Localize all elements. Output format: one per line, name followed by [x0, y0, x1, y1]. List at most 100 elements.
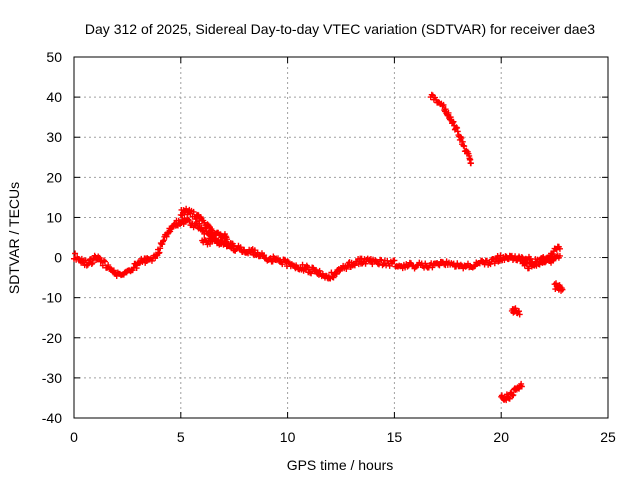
data-point — [328, 269, 335, 276]
data-point — [224, 236, 231, 243]
data-point — [351, 262, 358, 269]
data-point — [285, 259, 292, 266]
data-point — [110, 267, 117, 274]
data-point — [516, 308, 522, 315]
data-point — [190, 208, 197, 215]
series-7 — [551, 280, 566, 294]
data-points — [71, 91, 566, 404]
data-point — [422, 260, 429, 267]
data-point — [183, 205, 190, 212]
data-point — [556, 245, 563, 252]
data-point — [384, 257, 391, 264]
y-tick-label: 50 — [46, 49, 62, 65]
data-point — [307, 269, 314, 276]
series-6 — [498, 380, 525, 404]
data-point — [308, 270, 315, 277]
data-point — [454, 260, 461, 267]
data-point — [186, 218, 193, 225]
data-point — [305, 266, 312, 273]
y-tick-label: -40 — [42, 410, 62, 426]
data-point — [518, 383, 525, 390]
data-point — [445, 109, 452, 116]
y-tick-label: 0 — [54, 250, 62, 266]
data-point — [237, 244, 244, 251]
data-point — [101, 258, 108, 265]
data-point — [160, 238, 166, 245]
data-point — [156, 249, 163, 256]
data-point — [343, 265, 350, 272]
data-point — [436, 262, 443, 269]
data-point — [550, 251, 557, 258]
data-point — [467, 160, 474, 167]
data-point — [553, 280, 560, 287]
data-point — [105, 262, 112, 269]
data-point — [374, 260, 381, 267]
data-point — [450, 118, 457, 125]
data-point — [457, 133, 464, 140]
data-point — [457, 261, 464, 268]
data-point — [501, 257, 508, 264]
data-point — [506, 395, 513, 402]
y-tick-label: 20 — [46, 169, 62, 185]
data-point — [155, 250, 162, 257]
x-axis-label: GPS time / hours — [287, 457, 394, 473]
data-point — [440, 101, 447, 108]
tick-labels: 0 5 10 15 20 25 -40 -30 -20 -10 0 10 20 30 40 50 — [42, 49, 616, 445]
x-tick-label: 15 — [387, 429, 403, 445]
data-point — [330, 274, 337, 281]
y-tick-label: 10 — [46, 209, 62, 225]
data-point — [461, 143, 468, 150]
data-point — [316, 267, 323, 274]
data-point — [129, 267, 136, 274]
data-point — [439, 103, 446, 110]
x-tick-label: 0 — [70, 429, 78, 445]
data-point — [491, 260, 498, 267]
data-point — [389, 260, 396, 267]
y-tick-label: 40 — [46, 89, 62, 105]
series-0 — [71, 215, 563, 282]
y-tick-label: -20 — [42, 330, 62, 346]
data-point — [454, 128, 461, 135]
x-tick-label: 5 — [177, 429, 185, 445]
data-point — [442, 106, 449, 113]
data-point — [464, 260, 471, 267]
x-tick-label: 25 — [600, 429, 616, 445]
data-point — [148, 257, 155, 264]
data-point — [279, 261, 286, 268]
data-point — [100, 257, 107, 264]
data-point — [202, 237, 209, 244]
data-point — [72, 250, 79, 257]
data-point — [541, 258, 548, 265]
data-point — [160, 237, 167, 244]
data-point — [516, 311, 523, 318]
data-point — [556, 252, 563, 259]
data-point — [428, 91, 435, 98]
data-point — [458, 135, 465, 142]
x-tick-label: 20 — [493, 429, 509, 445]
y-tick-label: -30 — [42, 370, 62, 386]
data-point — [486, 260, 493, 267]
data-point — [454, 124, 461, 131]
data-point — [229, 240, 236, 247]
tick-marks — [73, 56, 609, 419]
data-point — [163, 233, 170, 240]
plot-frame — [73, 56, 609, 419]
grid-lines — [74, 57, 608, 418]
data-point — [333, 271, 340, 278]
x-tick-label: 10 — [280, 429, 296, 445]
data-point — [88, 261, 95, 268]
y-tick-label: 30 — [46, 129, 62, 145]
y-axis-label: SDTVAR / TECUs — [6, 182, 22, 294]
data-point — [546, 255, 553, 262]
chart-title: Day 312 of 2025, Sidereal Day-to-day VTE… — [85, 21, 595, 37]
data-point — [429, 264, 436, 271]
data-point — [82, 257, 89, 264]
data-point — [559, 286, 566, 293]
data-point — [447, 114, 454, 121]
data-point — [391, 257, 398, 264]
data-point — [99, 262, 106, 269]
y-tick-label: -10 — [42, 290, 62, 306]
data-point — [133, 265, 140, 272]
data-point — [213, 236, 220, 243]
